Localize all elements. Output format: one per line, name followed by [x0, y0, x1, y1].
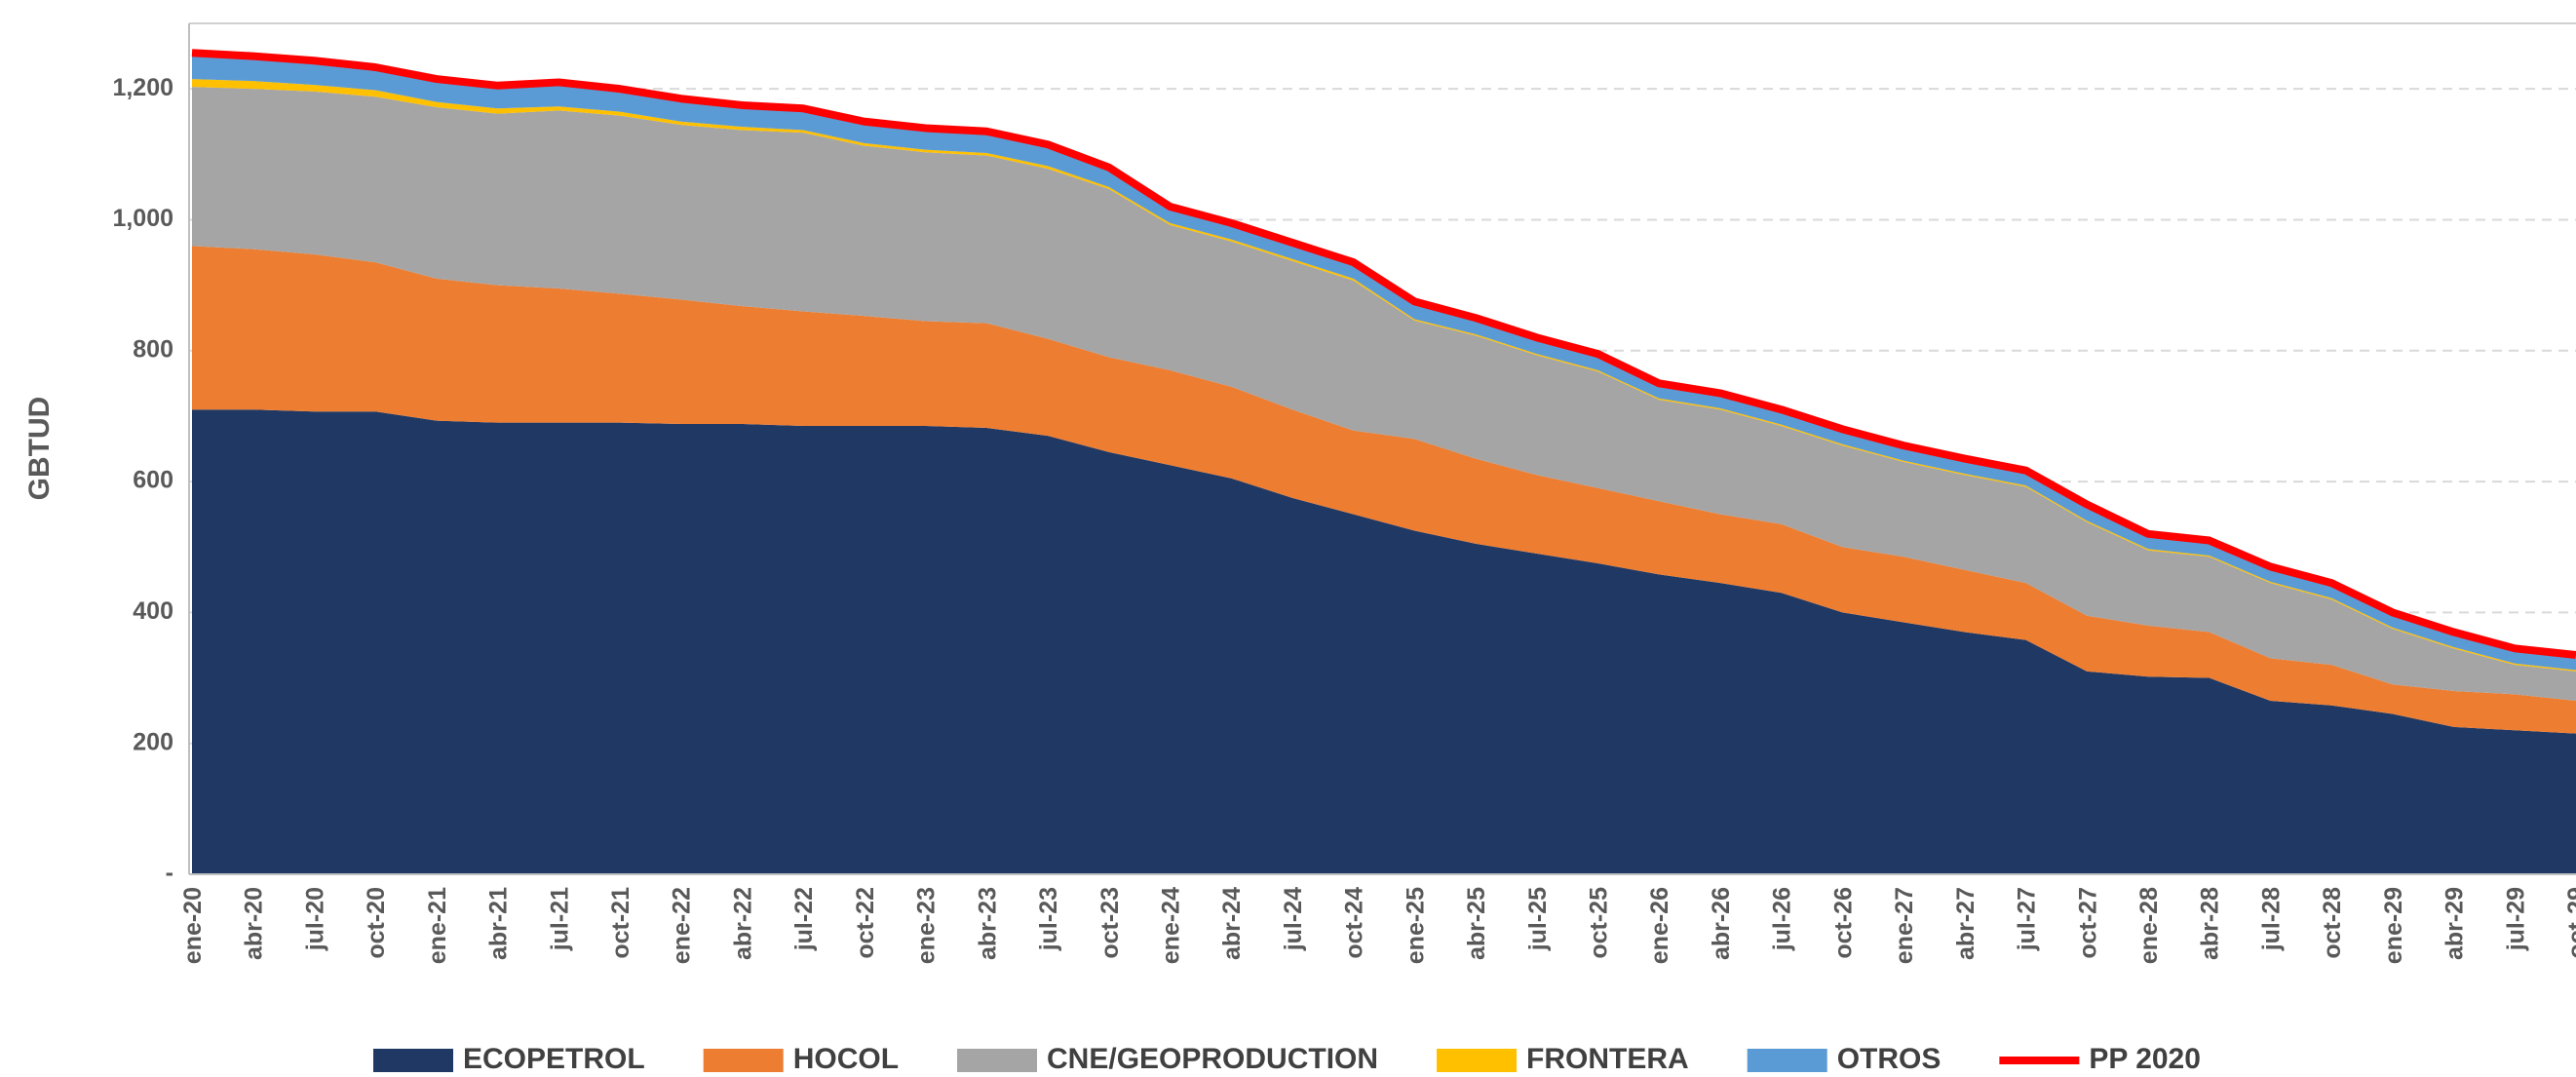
legend-swatch — [957, 1049, 1038, 1072]
legend-item: CNE/GEOPRODUCTION — [957, 1043, 1378, 1075]
legend-label: HOCOL — [793, 1043, 899, 1075]
x-tick-label: oct-29 — [2563, 887, 2576, 959]
x-tick-label: oct-25 — [1586, 887, 1613, 959]
x-tick-label: jul-28 — [2257, 887, 2285, 951]
x-tick-label: oct-21 — [607, 887, 634, 959]
x-tick-label: abr-23 — [974, 887, 1001, 960]
x-tick-label: oct-26 — [1829, 887, 1857, 959]
x-tick-label: abr-26 — [1708, 887, 1735, 960]
y-tick-label: 1,200 — [112, 74, 173, 101]
x-tick-label: jul-23 — [1035, 887, 1062, 951]
legend-item: FRONTERA — [1437, 1043, 1689, 1075]
x-tick-label: jul-26 — [1769, 887, 1796, 951]
x-tick-label: oct-20 — [363, 887, 390, 959]
x-tick-label: ene-27 — [1891, 887, 1918, 964]
legend-label: FRONTERA — [1526, 1043, 1689, 1075]
legend-item: ECOPETROL — [373, 1043, 645, 1075]
y-tick-label: - — [166, 860, 173, 887]
line — [191, 49, 2576, 660]
x-tick-label: jul-29 — [2502, 887, 2529, 951]
x-tick-label: abr-22 — [729, 887, 756, 960]
x-tick-label: ene-22 — [669, 887, 696, 964]
legend-label: ECOPETROL — [463, 1043, 645, 1075]
y-tick-label: 1,000 — [112, 205, 173, 232]
x-tick-label: jul-24 — [1280, 887, 1307, 951]
x-tick-label: ene-25 — [1402, 887, 1429, 964]
x-tick-label: ene-26 — [1646, 887, 1673, 964]
x-tick-label: abr-28 — [2197, 887, 2224, 960]
y-tick-label: 200 — [133, 728, 173, 755]
legend-swatch — [373, 1049, 453, 1072]
x-tick-label: ene-23 — [913, 887, 941, 964]
x-tick-label: oct-22 — [852, 887, 879, 959]
x-tick-label: oct-23 — [1096, 887, 1124, 959]
area — [192, 409, 2576, 874]
legend-label: OTROS — [1837, 1043, 1942, 1075]
x-tick-label: abr-27 — [1952, 887, 1980, 960]
legend-item: OTROS — [1747, 1043, 1942, 1075]
x-tick-label: oct-28 — [2319, 887, 2346, 959]
x-tick-label: jul-25 — [1524, 887, 1552, 951]
x-tick-label: oct-24 — [1341, 887, 1368, 959]
x-tick-label: ene-29 — [2380, 887, 2407, 964]
x-tick-label: ene-20 — [179, 887, 207, 964]
x-tick-label: ene-21 — [424, 887, 451, 964]
legend-swatch — [703, 1049, 784, 1072]
x-tick-label: abr-21 — [485, 887, 513, 960]
y-tick-label: 800 — [133, 335, 173, 363]
legend-swatch — [1747, 1049, 1827, 1072]
legend-label: PP 2020 — [2089, 1043, 2201, 1075]
x-tick-label: abr-24 — [1218, 887, 1246, 960]
legend-swatch — [1437, 1049, 1518, 1072]
area — [192, 246, 2576, 734]
x-tick-label: jul-22 — [790, 887, 818, 951]
y-tick-label: 400 — [133, 597, 173, 625]
legend-item: HOCOL — [703, 1043, 899, 1075]
x-tick-label: oct-27 — [2074, 887, 2101, 959]
x-tick-label: abr-20 — [241, 887, 268, 960]
legend-item: PP 2020 — [1999, 1043, 2201, 1075]
x-tick-label: abr-25 — [1463, 887, 1490, 960]
x-tick-label: jul-27 — [2014, 887, 2041, 951]
legend-label: CNE/GEOPRODUCTION — [1047, 1043, 1378, 1075]
y-tick-label: 600 — [133, 467, 173, 494]
x-tick-label: jul-20 — [301, 887, 328, 951]
area — [192, 87, 2576, 702]
x-tick-label: abr-29 — [2441, 887, 2469, 960]
y-axis-label: GBTUD — [23, 397, 56, 501]
x-tick-label: ene-28 — [2135, 887, 2163, 964]
x-tick-label: jul-21 — [546, 887, 573, 951]
x-tick-label: ene-24 — [1157, 887, 1184, 964]
